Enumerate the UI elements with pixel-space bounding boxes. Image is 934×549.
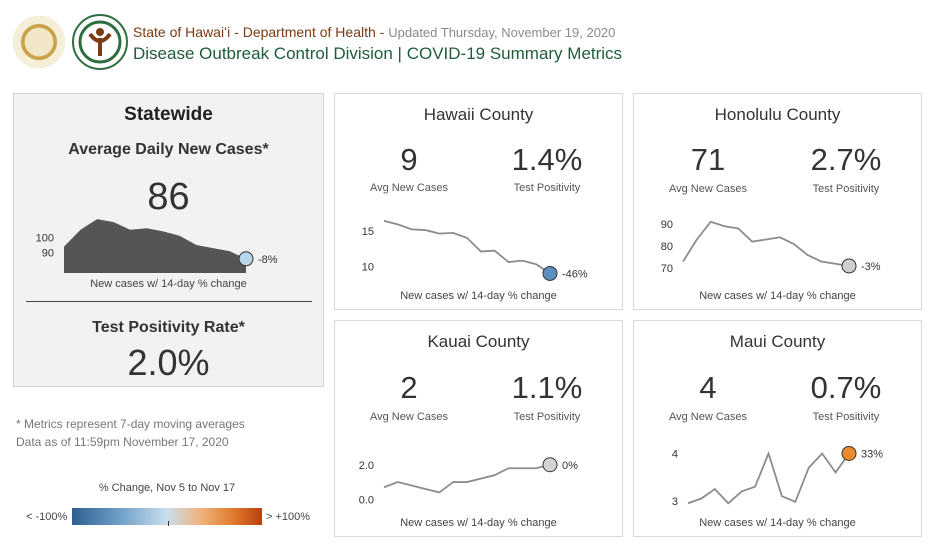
legend-title: % Change, Nov 5 to Nov 17	[98, 482, 236, 494]
hawaii-county-title: Hawaii County	[423, 105, 534, 124]
kauai-cases-chart: 0.0 2.0 0%	[359, 457, 578, 506]
divider	[26, 301, 312, 302]
statewide-pct-change-label: -8%	[258, 254, 278, 266]
kauai-line	[383, 463, 551, 494]
maui-end-marker	[841, 445, 857, 461]
positivity-rate-label: Test Positivity Rate*	[92, 319, 245, 336]
statewide-positivity-value: 2.0%	[127, 342, 210, 383]
hawaii-cases-chart: 10 15 -46%	[362, 219, 588, 281]
honolulu-pct-change-label: -3%	[861, 261, 881, 273]
header-agency: State of Hawaiʻi - Department of Health …	[133, 24, 615, 40]
statewide-title: Statewide	[124, 104, 213, 125]
updated-date: Updated Thursday, November 19, 2020	[388, 25, 616, 40]
maui-positivity-label: Test Positivity	[812, 411, 880, 423]
health-emblem-icon	[78, 20, 122, 64]
honolulu-ytick-0: 70	[661, 263, 673, 275]
legend-color-bar	[72, 508, 262, 525]
avg-daily-cases-label: Average Daily New Cases*	[68, 141, 269, 158]
maui-positivity-value: 0.7%	[810, 370, 882, 405]
hawaii-cases-label: Avg New Cases	[369, 182, 449, 194]
maui-county-panel: Maui County 4 0.7% Avg New Cases Test Po…	[633, 320, 922, 537]
legend-zero-tick	[168, 521, 169, 526]
kauai-county-title: Kauai County	[427, 332, 530, 351]
hawaii-state-seal	[13, 16, 65, 68]
kauai-county-panel: Kauai County 2 1.1% Avg New Cases Test P…	[334, 320, 623, 537]
honolulu-county-panel: Honolulu County 71 2.7% Avg New Cases Te…	[633, 93, 922, 310]
honolulu-chart-caption: New cases w/ 14-day % change	[699, 290, 856, 302]
honolulu-cases-chart: 70 80 90 -3%	[661, 219, 881, 275]
maui-chart-caption: New cases w/ 14-day % change	[699, 517, 856, 529]
footnote-moving-average: * Metrics represent 7-day moving average…	[16, 417, 245, 431]
honolulu-positivity-value: 2.7%	[810, 142, 882, 177]
statewide-area	[64, 219, 246, 273]
hawaii-chart-caption: New cases w/ 14-day % change	[400, 290, 557, 302]
honolulu-line	[682, 220, 850, 267]
statewide-cases-chart: 90 100 -8%	[36, 219, 278, 273]
honolulu-end-marker	[841, 258, 857, 274]
statewide-ytick-0: 90	[42, 248, 54, 260]
honolulu-cases-value: 71	[690, 142, 726, 177]
kauai-cases-value: 2	[400, 370, 418, 405]
statewide-chart-caption: New cases w/ 14-day % change	[90, 278, 247, 290]
kauai-chart-caption: New cases w/ 14-day % change	[400, 517, 557, 529]
hawaii-positivity-value: 1.4%	[511, 142, 583, 177]
honolulu-ytick-1: 80	[661, 241, 673, 253]
legend-max-label: > +100%	[266, 511, 311, 523]
hawaii-positivity-label: Test Positivity	[513, 182, 581, 194]
statewide-end-marker	[238, 251, 254, 267]
kauai-pct-change-label: 0%	[562, 460, 578, 472]
hawaii-cases-value: 9	[400, 142, 418, 177]
department-of-health-logo	[72, 14, 128, 70]
footnote-data-as-of: Data as of 11:59pm November 17, 2020	[16, 435, 229, 449]
kauai-positivity-value: 1.1%	[511, 370, 583, 405]
maui-county-title: Maui County	[729, 332, 826, 351]
maui-cases-label: Avg New Cases	[668, 411, 748, 423]
honolulu-county-title: Honolulu County	[714, 105, 841, 124]
agency-name: State of Hawaiʻi - Department of Health …	[133, 24, 385, 40]
hawaii-ytick-0: 10	[362, 261, 374, 273]
statewide-ytick-1: 100	[36, 232, 54, 244]
hawaii-end-marker	[542, 265, 558, 281]
maui-cases-value: 4	[699, 370, 717, 405]
statewide-panel: Statewide Average Daily New Cases* 86 Ne…	[13, 93, 324, 387]
statewide-cases-value: 86	[147, 176, 190, 218]
maui-line	[687, 450, 850, 505]
hawaii-ytick-1: 15	[362, 226, 374, 238]
honolulu-ytick-2: 90	[661, 219, 673, 231]
hawaii-county-panel: Hawaii County 9 1.4% Avg New Cases Test …	[334, 93, 623, 310]
maui-ytick-0: 3	[672, 496, 678, 508]
kauai-cases-label: Avg New Cases	[369, 411, 449, 423]
page-title: Disease Outbreak Control Division | COVI…	[133, 44, 623, 63]
honolulu-positivity-label: Test Positivity	[812, 183, 880, 195]
maui-cases-chart: 3 4 33%	[672, 445, 883, 508]
hawaii-pct-change-label: -46%	[562, 268, 588, 280]
kauai-positivity-label: Test Positivity	[513, 411, 581, 423]
legend-min-label: < -100%	[26, 511, 68, 523]
kauai-ytick-0: 0.0	[359, 494, 374, 506]
hawaii-line	[383, 219, 551, 275]
maui-pct-change-label: 33%	[861, 448, 883, 460]
maui-ytick-1: 4	[672, 448, 678, 460]
honolulu-cases-label: Avg New Cases	[668, 183, 748, 195]
kauai-end-marker	[542, 457, 558, 473]
kauai-ytick-1: 2.0	[359, 460, 374, 472]
